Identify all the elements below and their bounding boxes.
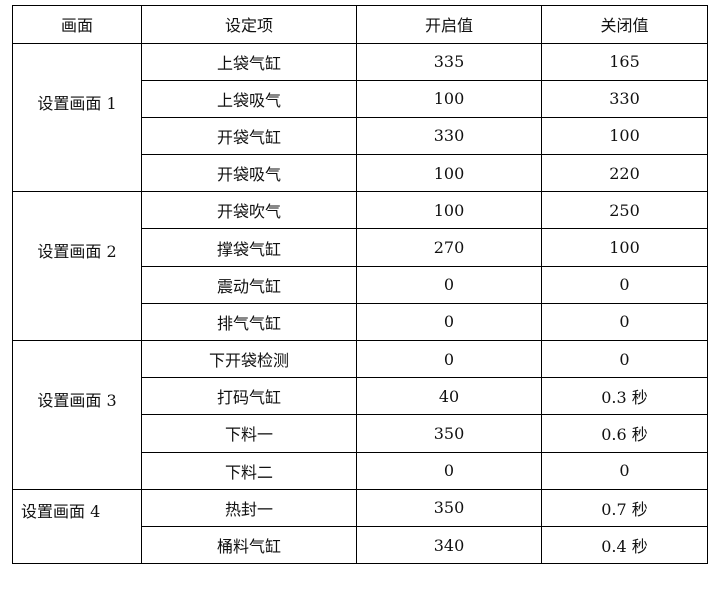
close-value: 220 [541, 154, 708, 193]
header-open-value: 开启值 [356, 5, 542, 44]
close-value: 0.4 秒 [541, 525, 708, 565]
open-value: 0 [356, 339, 542, 379]
close-value: 0 [541, 302, 708, 342]
close-value: 100 [541, 228, 708, 267]
close-value: 0.3 秒 [541, 377, 708, 416]
table-row: 设置画面 3 下开袋检测 0 0 [12, 339, 708, 490]
setting-item: 下开袋检测 [141, 339, 357, 379]
open-value: 335 [356, 42, 542, 81]
screen-group-label: 设置画面 1 [12, 42, 142, 193]
table-row: 开袋气缸 330 100 [13, 116, 708, 156]
setting-item: 下料一 [141, 414, 357, 453]
setting-item: 桶料气缸 [141, 525, 357, 565]
table-row: 设置画面 4 热封一 350 0.7 秒 [12, 488, 708, 565]
header-row: 画面 设定项 开启值 关闭值 [12, 5, 708, 44]
table-row: 桶料气缸 340 0.4 秒 [13, 525, 708, 565]
open-value: 350 [356, 414, 542, 453]
setting-item: 上袋吸气 [141, 79, 357, 118]
screen-group-label: 设置画面 2 [12, 191, 142, 341]
open-value: 340 [356, 525, 542, 565]
close-value: 0.7 秒 [541, 488, 708, 527]
open-value: 100 [356, 154, 542, 193]
open-value: 40 [356, 377, 542, 416]
setting-item: 下料二 [141, 451, 357, 490]
header-screen: 画面 [12, 5, 142, 44]
setting-item: 撑袋气缸 [141, 228, 357, 267]
setting-item: 排气气缸 [141, 302, 357, 342]
close-value: 100 [541, 116, 708, 156]
close-value: 330 [541, 79, 708, 118]
open-value: 0 [356, 265, 542, 304]
close-value: 0.6 秒 [541, 414, 708, 453]
open-value: 270 [356, 228, 542, 267]
screen-group-label: 设置画面 4 [12, 488, 142, 565]
header-item: 设定项 [141, 5, 357, 44]
open-value: 0 [356, 302, 542, 342]
table-row: 打码气缸 40 0.3 秒 [13, 377, 708, 416]
close-value: 165 [541, 42, 708, 81]
table-row: 下料二 0 0 [13, 451, 708, 490]
setting-item: 开袋吸气 [141, 154, 357, 193]
close-value: 0 [541, 451, 708, 490]
header-close-value: 关闭值 [541, 5, 708, 44]
setting-item: 热封一 [141, 488, 357, 527]
table-row: 设置画面 1 上袋气缸 335 165 [12, 42, 708, 193]
table-row: 上袋吸气 100 330 [13, 79, 708, 118]
table-row: 排气气缸 0 0 [13, 302, 708, 342]
open-value: 330 [356, 116, 542, 156]
open-value: 0 [356, 451, 542, 490]
open-value: 350 [356, 488, 542, 527]
setting-item: 打码气缸 [141, 377, 357, 416]
setting-item: 上袋气缸 [141, 42, 357, 81]
table-row: 下料一 350 0.6 秒 [13, 414, 708, 453]
close-value: 0 [541, 265, 708, 304]
close-value: 0 [541, 339, 708, 379]
table-row: 开袋吸气 100 220 [13, 154, 708, 193]
screen-group-label: 设置画面 3 [12, 340, 142, 490]
close-value: 250 [541, 191, 708, 230]
settings-table: 画面 设定项 开启值 关闭值 设置画面 1 上袋气缸 335 165 上袋吸气 100 33… [12, 5, 708, 565]
table-row: 设置画面 2 开袋吹气 100 250 [12, 191, 708, 341]
setting-item: 开袋吹气 [141, 191, 357, 230]
open-value: 100 [356, 191, 542, 230]
setting-item: 开袋气缸 [141, 116, 357, 156]
open-value: 100 [356, 79, 542, 118]
setting-item: 震动气缸 [141, 265, 357, 304]
table-row: 撑袋气缸 270 100 [13, 228, 708, 267]
